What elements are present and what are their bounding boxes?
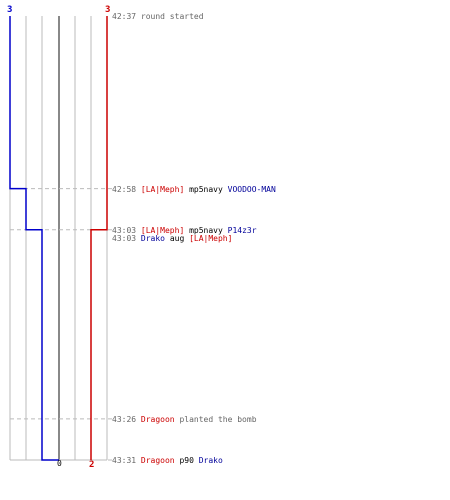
event-row: 43:31 Dragoon p90 Drako	[112, 456, 223, 465]
t-alive-line	[90, 16, 108, 460]
killer-name: Dragoon	[140, 414, 175, 424]
killer-name: [LA|Meph]	[140, 225, 185, 235]
killer-name: [LA|Meph]	[140, 184, 185, 194]
weapon-name: aug	[165, 233, 190, 243]
victim-name: Drako	[198, 456, 223, 465]
event-time: 42:58	[112, 184, 141, 194]
event-row: 43:26 Dragoon planted the bomb	[112, 415, 257, 424]
t-end-count: 2	[89, 460, 94, 470]
event-row: 42:58 [LA|Meph] mp5navy VOODOO-MAN	[112, 185, 276, 194]
victim-name: [LA|Meph]	[189, 233, 233, 243]
victim-name: P14z3r	[227, 225, 257, 235]
ct-end-count: 0	[57, 459, 62, 468]
ct-alive-line	[9, 16, 59, 461]
event-time: 43:31	[112, 456, 141, 465]
event-row: 43:03 [LA|Meph] mp5navy P14z3r	[112, 226, 257, 235]
team-alive-paths	[9, 16, 108, 461]
event-action: planted the bomb	[174, 414, 257, 424]
weapon-name: p90	[174, 456, 199, 465]
event-time: 43:26	[112, 414, 141, 424]
weapon-name: mp5navy	[184, 225, 228, 235]
victim-name: VOODOO-MAN	[227, 184, 276, 194]
event-row: 43:03 Drako aug [LA|Meph]	[112, 234, 232, 243]
event-time: 43:03	[112, 225, 141, 235]
killer-name: Dragoon	[140, 456, 175, 465]
event-text: round started	[140, 12, 204, 21]
event-time: 42:37	[112, 12, 141, 21]
event-row: 42:37 round started	[112, 12, 204, 21]
weapon-name: mp5navy	[184, 184, 228, 194]
ct-start-count: 3	[7, 5, 12, 15]
grid-lines	[9, 16, 108, 461]
event-time: 43:03	[112, 233, 141, 243]
t-start-count: 3	[105, 5, 110, 15]
killer-name: Drako	[140, 233, 165, 243]
